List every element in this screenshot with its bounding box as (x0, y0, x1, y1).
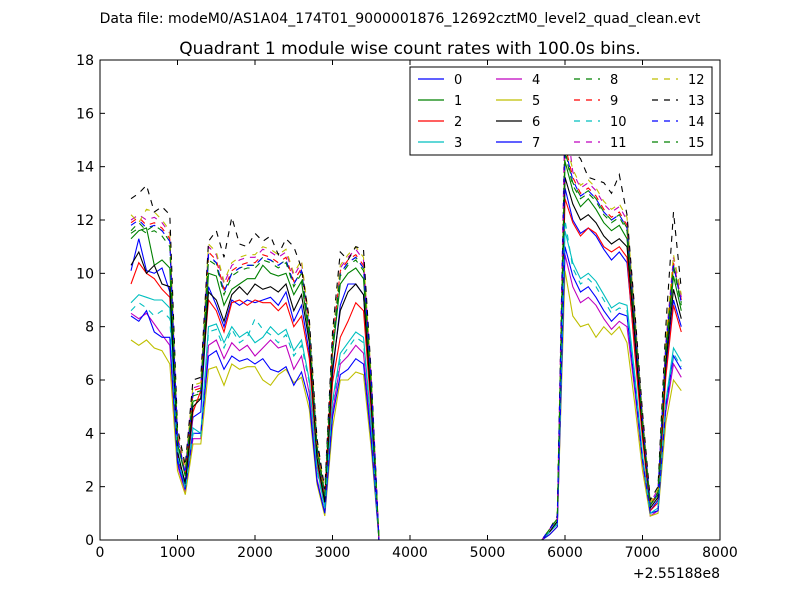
y-tick-label: 0 (85, 533, 94, 549)
legend-label-9: 9 (610, 94, 618, 109)
series-13-line (130, 129, 682, 541)
series-6-line (130, 177, 682, 541)
series-15-line (130, 153, 682, 541)
y-tick-label: 8 (85, 320, 94, 336)
legend-label-12: 12 (688, 73, 705, 88)
x-tick-label: 1000 (160, 545, 196, 561)
legend-label-5: 5 (532, 94, 540, 109)
series-3-line (130, 230, 682, 541)
legend-label-7: 7 (532, 136, 540, 151)
x-tick-label: 6000 (547, 545, 583, 561)
y-tick-label: 6 (85, 373, 94, 389)
legend-label-8: 8 (610, 73, 618, 88)
x-tick-label: 0 (96, 545, 105, 561)
legend-label-10: 10 (610, 115, 627, 130)
x-tick-label: 7000 (625, 545, 661, 561)
series-12-line (130, 139, 682, 541)
legend-label-15: 15 (688, 136, 705, 151)
suptitle: Data file: modeM0/AS1A04_174T01_90000018… (100, 11, 701, 27)
legend-box (409, 66, 713, 156)
series-1-line (130, 161, 682, 541)
series-9-line (130, 145, 682, 541)
chart-title: Quadrant 1 module wise count rates with … (179, 39, 640, 59)
series-0-line (130, 187, 682, 541)
y-tick-label: 10 (76, 266, 94, 282)
series-10-line (130, 219, 682, 541)
x-tick-label: 2000 (237, 545, 273, 561)
legend-label-13: 13 (688, 94, 705, 109)
series-2-line (130, 198, 682, 541)
series-layer (130, 110, 682, 541)
legend-label-1: 1 (454, 94, 462, 109)
x-tick-label: 4000 (392, 545, 428, 561)
legend-label-14: 14 (688, 115, 705, 130)
y-tick-label: 16 (76, 106, 94, 122)
y-tick-label: 12 (76, 213, 94, 229)
legend-label-6: 6 (532, 115, 540, 130)
x-tick-label: 8000 (702, 545, 738, 561)
ticks-layer: 0 1000 2000 3000 4000 5000 6000 7000 80000246810… (76, 53, 738, 561)
legend-label-0: 0 (454, 73, 462, 88)
y-tick-label: 2 (85, 480, 94, 496)
legend-label-4: 4 (532, 73, 540, 88)
legend-label-11: 11 (610, 136, 627, 151)
legend-label-3: 3 (454, 136, 462, 151)
y-tick-label: 14 (76, 160, 94, 176)
y-tick-label: 4 (85, 426, 94, 442)
y-tick-label: 18 (76, 53, 94, 69)
x-tick-label: 3000 (315, 545, 351, 561)
legend-label-2: 2 (454, 115, 462, 130)
x-tick-label: 5000 (470, 545, 506, 561)
series-11-line (130, 110, 682, 541)
series-8-line (130, 150, 682, 541)
x-offset-label: +2.55188e8 (633, 566, 720, 582)
